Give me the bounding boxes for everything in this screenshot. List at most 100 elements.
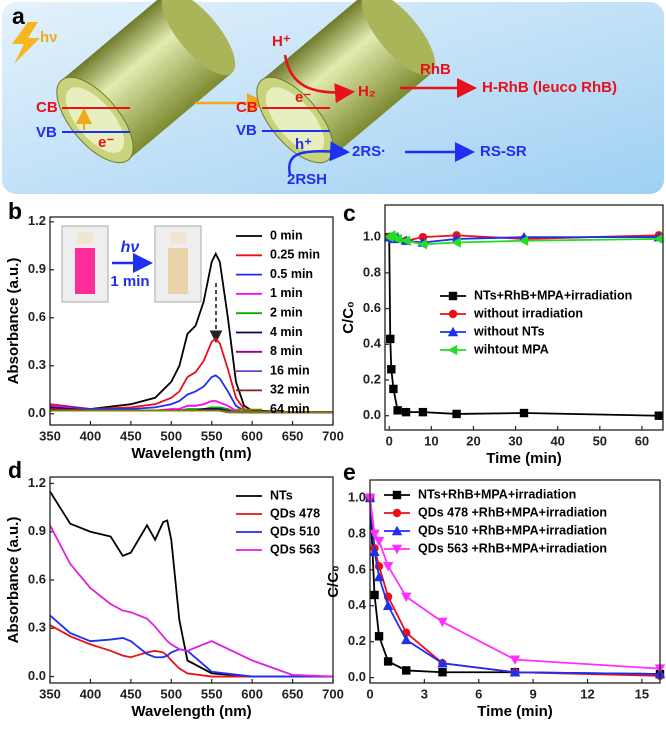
legend-label: 0.25 min bbox=[270, 248, 320, 262]
inset-photo: hν 1 min bbox=[61, 225, 223, 344]
series-line bbox=[49, 624, 333, 678]
cb-label: CB bbox=[36, 99, 58, 116]
marker bbox=[519, 408, 529, 418]
legend-label: QDs 563 +RhB+MPA+irradiation bbox=[418, 541, 607, 555]
x-tick-label: 600 bbox=[241, 428, 263, 443]
marker bbox=[391, 544, 403, 555]
marker bbox=[369, 546, 380, 557]
panel-label: b bbox=[8, 198, 22, 224]
x-tick-label: 500 bbox=[160, 428, 182, 443]
marker bbox=[653, 233, 663, 245]
marker bbox=[400, 235, 411, 246]
proton-label: H⁺ bbox=[272, 33, 291, 50]
y-tick-label: 0.8 bbox=[348, 525, 366, 540]
result-label: RS-SR bbox=[480, 143, 527, 160]
y-tick-label: 0.6 bbox=[28, 309, 46, 324]
x-tick-label: 6 bbox=[475, 686, 482, 701]
y-tick-label: 0.3 bbox=[28, 357, 46, 372]
legend-label: 1 min bbox=[270, 286, 303, 300]
x-tick-label: 400 bbox=[80, 428, 102, 443]
marker bbox=[391, 525, 403, 536]
y-tick-label: 0.2 bbox=[363, 371, 381, 386]
y-axis-label: Absorbance (a.u.) bbox=[5, 258, 22, 385]
vial-cap bbox=[170, 232, 186, 244]
x-tick-label: 0 bbox=[386, 433, 393, 448]
x-tick-label: 400 bbox=[80, 686, 102, 701]
marker bbox=[451, 237, 461, 248]
legend-label: QDs 478 +RhB+MPA+irradiation bbox=[418, 505, 607, 519]
y-tick-label: 0.6 bbox=[363, 300, 381, 315]
legend-label: NTs bbox=[270, 488, 293, 502]
marker bbox=[374, 632, 384, 641]
cb-label: CB bbox=[236, 99, 258, 116]
x-tick-label: 450 bbox=[120, 428, 142, 443]
left-tube bbox=[56, 0, 236, 164]
annotation: hν bbox=[121, 239, 140, 256]
legend-label: 2 min bbox=[270, 305, 303, 319]
x-tick-label: 650 bbox=[282, 686, 304, 701]
marker bbox=[373, 571, 385, 582]
x-axis-label: Wavelength (nm) bbox=[131, 445, 251, 462]
legend-label: 8 min bbox=[270, 344, 303, 358]
radical-label: 2RS· bbox=[352, 143, 386, 160]
x-tick-label: 12 bbox=[580, 686, 594, 701]
marker bbox=[387, 365, 396, 374]
legend-label: 32 min bbox=[270, 383, 310, 397]
marker bbox=[382, 600, 394, 610]
product-label: H₂ bbox=[358, 83, 376, 100]
y-tick-label: 0.8 bbox=[363, 264, 381, 279]
y-axis-label: C/C₀ bbox=[325, 565, 342, 598]
y-tick-label: 0.2 bbox=[348, 633, 366, 648]
y-axis-label: C/C₀ bbox=[340, 301, 357, 334]
legend-label: without irradiation bbox=[473, 306, 583, 320]
marker bbox=[369, 529, 380, 540]
x-tick-label: 15 bbox=[635, 686, 649, 701]
plot-frame bbox=[369, 479, 661, 684]
x-tick-label: 10 bbox=[424, 433, 438, 448]
y-tick-label: 1.0 bbox=[363, 229, 381, 244]
y-tick-label: 0.9 bbox=[28, 523, 46, 538]
x-tick-label: 550 bbox=[201, 428, 223, 443]
marker bbox=[373, 536, 385, 547]
panel-label: a bbox=[12, 3, 25, 29]
y-tick-label: 0.3 bbox=[28, 620, 46, 635]
vb-label: VB bbox=[36, 124, 57, 141]
marker bbox=[438, 668, 447, 677]
marker bbox=[392, 490, 402, 500]
legend-label: wihtout MPA bbox=[473, 342, 549, 356]
result-label: H-RhB (leuco RhB) bbox=[482, 79, 617, 96]
marker bbox=[418, 407, 428, 417]
marker bbox=[401, 592, 412, 602]
legend-label: 64 min bbox=[270, 402, 310, 416]
x-tick-label: 700 bbox=[322, 428, 344, 443]
x-tick-label: 9 bbox=[530, 686, 537, 701]
series-line bbox=[49, 251, 333, 414]
panel-label: d bbox=[8, 457, 22, 483]
oxidation-arrow bbox=[288, 141, 350, 176]
marker bbox=[401, 407, 411, 417]
series-line bbox=[50, 409, 333, 414]
electron-label: e⁻ bbox=[295, 89, 311, 106]
plot-frame bbox=[49, 476, 334, 684]
y-tick-label: 0.6 bbox=[348, 561, 366, 576]
x-tick-label: 0 bbox=[366, 686, 373, 701]
marker bbox=[392, 508, 402, 518]
series-line bbox=[49, 491, 333, 678]
y-tick-label: 1.0 bbox=[348, 489, 366, 504]
series-line bbox=[49, 614, 333, 678]
annotation: 1 min bbox=[110, 273, 149, 290]
reagent-label: RhB bbox=[420, 61, 451, 78]
y-tick-label: 0.0 bbox=[28, 668, 46, 683]
vial-liquid bbox=[168, 248, 188, 294]
marker bbox=[654, 411, 663, 420]
x-tick-label: 350 bbox=[39, 686, 61, 701]
marker bbox=[509, 667, 521, 677]
y-axis-label: Absorbance (a.u.) bbox=[5, 517, 22, 644]
reduction-arrow bbox=[283, 54, 355, 104]
electron-label: e⁻ bbox=[98, 134, 114, 151]
marker bbox=[509, 655, 521, 665]
y-tick-label: 0.0 bbox=[363, 407, 381, 422]
vial-cap bbox=[77, 232, 93, 244]
x-tick-label: 550 bbox=[201, 686, 223, 701]
marker bbox=[417, 239, 428, 250]
